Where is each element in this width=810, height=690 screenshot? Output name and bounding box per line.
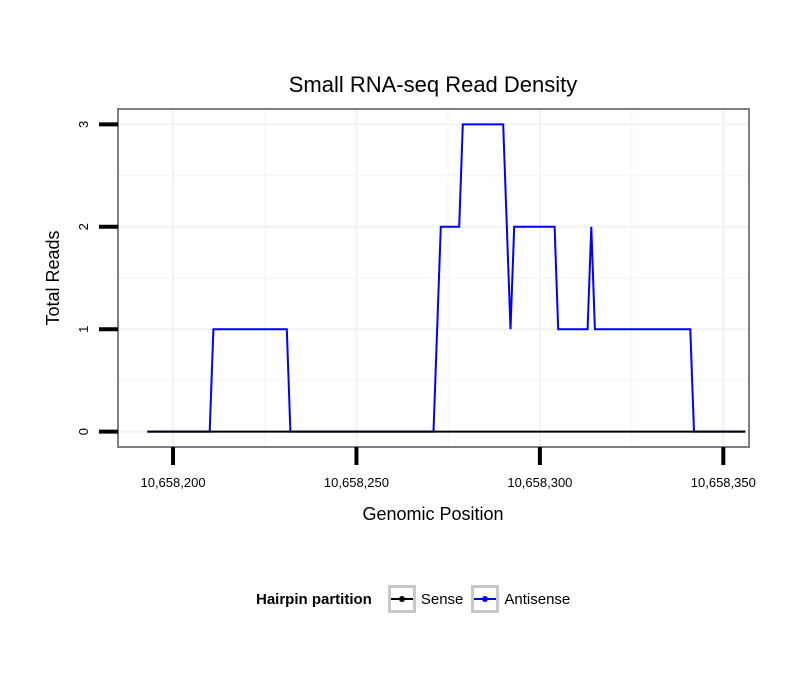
- y-tick-label: 1: [76, 326, 91, 333]
- legend-key-sense: [387, 585, 416, 613]
- y-tick-label: 0: [76, 428, 91, 435]
- legend-label-antisense: Antisense: [504, 590, 571, 608]
- grid-layer: [118, 109, 749, 447]
- antisense-line-point-icon: [474, 596, 497, 602]
- legend-key-antisense: [471, 585, 500, 613]
- x-tick-label: 10,658,350: [691, 475, 756, 490]
- legend-label-sense: Sense: [420, 590, 464, 608]
- plot-border: [117, 108, 750, 448]
- series-line-antisense: [147, 123, 746, 433]
- x-axis-label: Genomic Position: [362, 504, 503, 524]
- y-tick-label: 3: [76, 121, 91, 128]
- legend-title: Hairpin partition: [256, 590, 372, 608]
- y-axis-label: Total Reads: [43, 230, 63, 325]
- x-tick-label: 10,658,200: [140, 475, 205, 490]
- axis-layer: 0 1 2 3 10,658,200 10,658,250 10,658,300 10,658…: [76, 121, 756, 490]
- legend: Hairpin partition Sense Antisense: [256, 579, 578, 619]
- chart-title: Small RNA-seq Read Density: [289, 72, 578, 97]
- sense-line-point-icon: [390, 596, 413, 602]
- series-layer: [147, 123, 746, 433]
- y-tick-label: 2: [76, 223, 91, 230]
- x-tick-label: 10,658,300: [507, 475, 572, 490]
- x-tick-label: 10,658,250: [324, 475, 389, 490]
